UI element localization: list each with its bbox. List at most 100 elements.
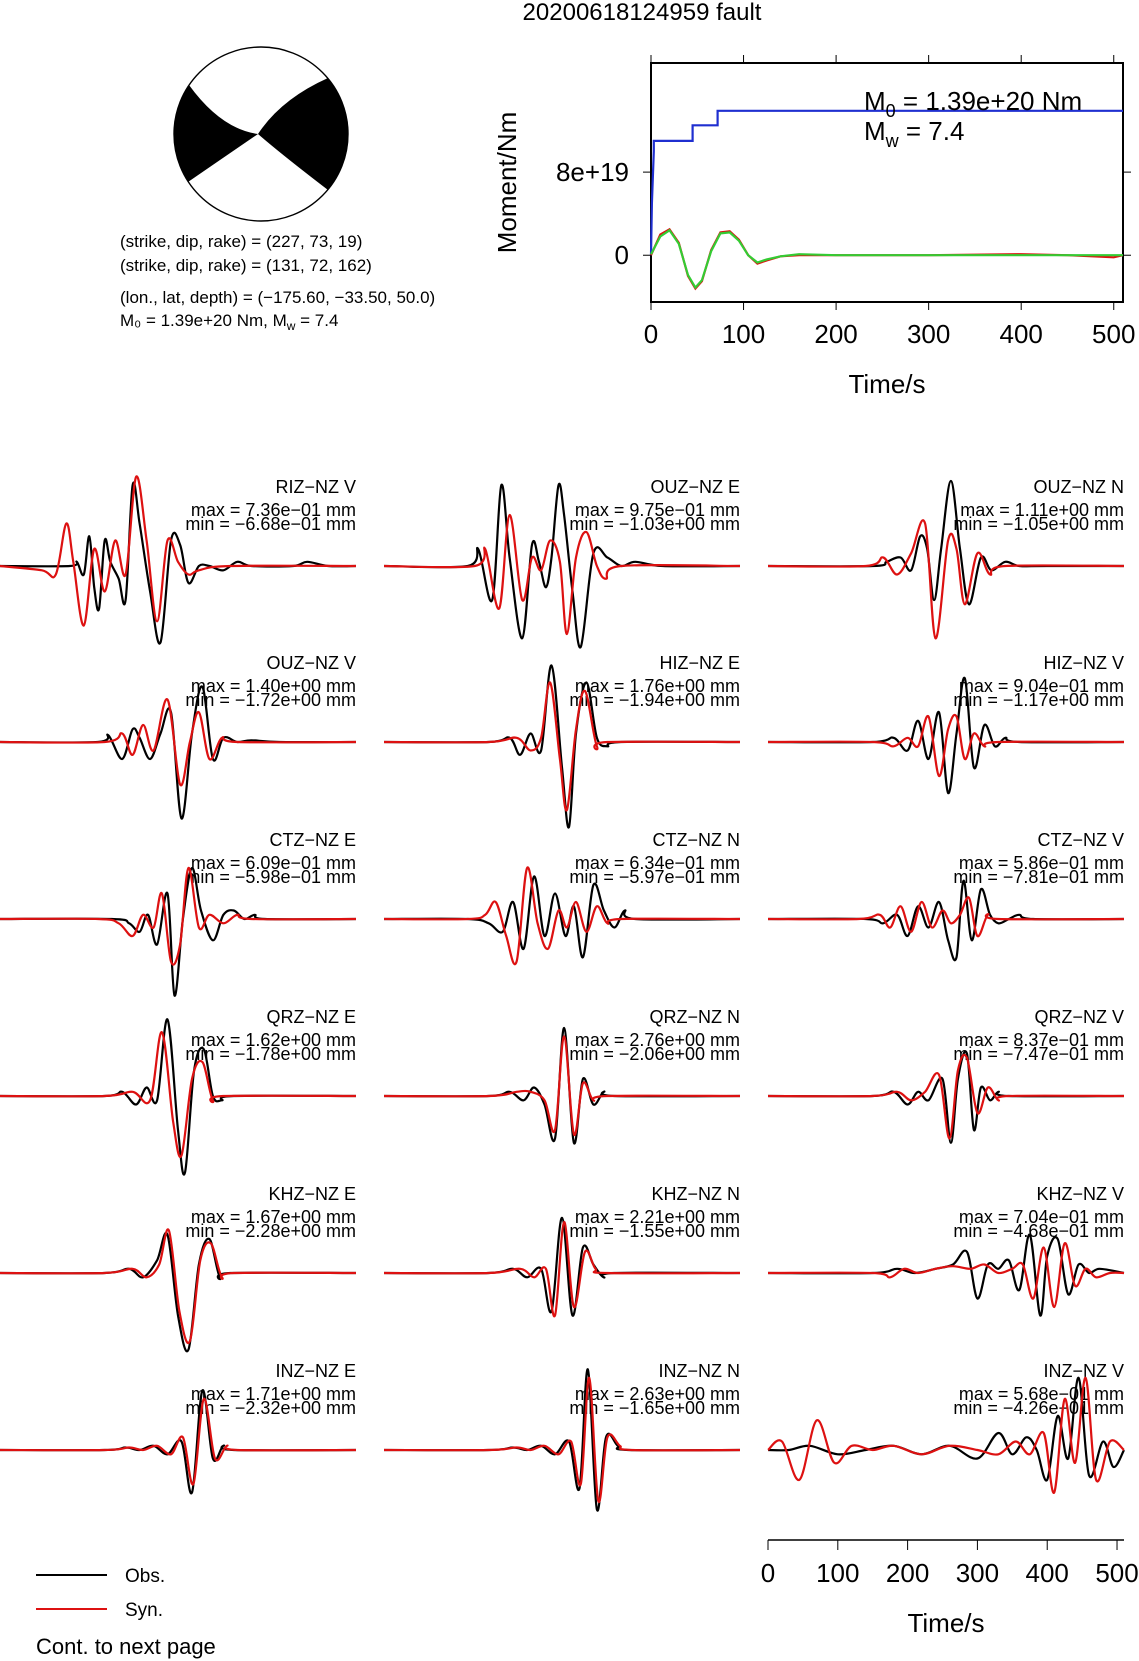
observed-trace — [767, 479, 1124, 606]
min-amplitude-label: min = −7.81e−01 mm — [953, 867, 1124, 887]
min-amplitude-label: min = −1.78e+00 mm — [185, 1044, 356, 1064]
beachball-compressional-left — [173, 85, 258, 182]
min-amplitude-label: min = −4.68e−01 mm — [953, 1221, 1124, 1241]
moment-x-tick-label: 200 — [814, 319, 857, 349]
station-label: OUZ−NZ V — [266, 653, 356, 673]
legend-syn-label: Syn. — [125, 1600, 163, 1621]
m0-annotation: M0 = 1.39e+20 Nm — [864, 86, 1082, 121]
time-axis-tick-label: 500 — [1095, 1558, 1138, 1588]
min-amplitude-label: min = −6.68e−01 mm — [185, 514, 356, 534]
min-amplitude-label: min = −7.47e−01 mm — [953, 1044, 1124, 1064]
moment-summary-tail: = 7.4 — [295, 311, 338, 330]
moment-x-axis-label: Time/s — [848, 369, 925, 399]
synthetic-trace — [767, 713, 1125, 778]
max-amplitude-label: max = 1.11e+00 mm — [960, 500, 1124, 520]
time-axis-tick-label: 400 — [1026, 1558, 1069, 1588]
max-amplitude-label: max = 9.75e−01 mm — [575, 500, 740, 520]
m0-label: M — [864, 86, 886, 116]
observed-trace — [767, 879, 1125, 962]
moment-series-green — [650, 228, 1123, 290]
observed-trace — [0, 481, 357, 645]
nodal-plane-2: (strike, dip, rake) = (131, 72, 162) — [120, 256, 372, 275]
nodal-plane-1: (strike, dip, rake) = (227, 73, 19) — [120, 232, 362, 251]
synthetic-trace — [0, 1228, 357, 1345]
moment-panel: 0 100 200 300 400 500 0 8e+19 Time/s Moment/Nm — [492, 55, 1135, 399]
waveform-time-axis: 0 100 200 300 400 500 Time/s — [761, 1539, 1139, 1638]
station-label: INZ−NZ N — [658, 1361, 740, 1381]
max-amplitude-label: max = 1.40e+00 mm — [191, 676, 356, 696]
synthetic-trace — [767, 519, 1125, 640]
station-label: HIZ−NZ V — [1043, 653, 1124, 673]
observed-trace — [383, 664, 741, 829]
observed-trace — [383, 875, 741, 959]
station-label: CTZ−NZ E — [269, 830, 356, 850]
max-amplitude-label: max = 2.21e+00 mm — [575, 1207, 740, 1227]
station-label: CTZ−NZ V — [1037, 830, 1124, 850]
synthetic-trace — [383, 513, 741, 636]
max-amplitude-label: max = 5.86e−01 mm — [959, 853, 1124, 873]
moment-x-tick-label: 0 — [644, 319, 658, 349]
synthetic-trace — [767, 1376, 1125, 1494]
observed-trace — [383, 482, 741, 649]
observed-trace — [767, 1050, 1125, 1144]
max-amplitude-label: max = 7.36e−01 mm — [191, 500, 356, 520]
time-axis-tick-label: 100 — [816, 1558, 859, 1588]
continuation-note: Cont. to next page — [36, 1634, 216, 1659]
mw-sub: w — [885, 131, 900, 151]
min-amplitude-label: min = −1.65e+00 mm — [569, 1398, 740, 1418]
min-amplitude-label: min = −1.03e+00 mm — [569, 514, 740, 534]
synthetic-trace — [383, 866, 741, 966]
mw-label: M — [864, 116, 886, 146]
station-label: KHZ−NZ E — [268, 1184, 356, 1204]
m0-value: = 1.39e+20 Nm — [896, 86, 1082, 116]
moment-x-tick-label: 500 — [1092, 319, 1135, 349]
observed-trace — [0, 1231, 357, 1353]
mechanism-info: (strike, dip, rake) = (227, 73, 19) (str… — [120, 232, 435, 333]
moment-series-blue — [649, 109, 1123, 256]
min-amplitude-label: min = −1.94e+00 mm — [569, 690, 740, 710]
figure-title: 20200618124959 fault — [523, 0, 762, 26]
observed-trace — [767, 1376, 1125, 1482]
max-amplitude-label: max = 6.34e−01 mm — [575, 853, 740, 873]
mw-annotation: Mw = 7.4 — [864, 116, 964, 151]
synthetic-trace — [0, 1397, 357, 1486]
moment-summary: M₀ = 1.39e+20 Nm, Mw = 7.4 — [120, 311, 338, 333]
synthetic-trace — [0, 475, 357, 627]
moment-series-red — [649, 227, 1124, 291]
legend-obs-label: Obs. — [125, 1566, 165, 1587]
station-label: HIZ−NZ E — [659, 653, 740, 673]
synthetic-trace — [0, 1031, 357, 1159]
moment-x-tick-label: 100 — [722, 319, 765, 349]
max-amplitude-label: max = 2.76e+00 mm — [575, 1030, 740, 1050]
beachball — [173, 46, 349, 222]
min-amplitude-label: min = −1.72e+00 mm — [185, 690, 356, 710]
station-label: OUZ−NZ E — [650, 477, 740, 497]
station-label: INZ−NZ E — [275, 1361, 356, 1381]
moment-x-tick-label: 300 — [907, 319, 950, 349]
synthetic-trace — [767, 896, 1125, 938]
legend: Obs. Syn. Cont. to next page — [36, 1566, 216, 1659]
moment-y-tick-label: 0 — [615, 240, 629, 270]
time-axis-tick-label: 300 — [956, 1558, 999, 1588]
moment-y-axis-label: Moment/Nm — [492, 112, 522, 254]
moment-summary-sub: w — [286, 319, 296, 333]
hypocenter: (lon., lat, depth) = (−175.60, −33.50, 5… — [120, 288, 435, 307]
station-label: QRZ−NZ E — [266, 1007, 356, 1027]
min-amplitude-label: min = −2.06e+00 mm — [569, 1044, 740, 1064]
max-amplitude-label: max = 1.71e+00 mm — [191, 1384, 356, 1404]
min-amplitude-label: min = −2.28e+00 mm — [185, 1221, 356, 1241]
max-amplitude-label: max = 1.76e+00 mm — [575, 676, 740, 696]
